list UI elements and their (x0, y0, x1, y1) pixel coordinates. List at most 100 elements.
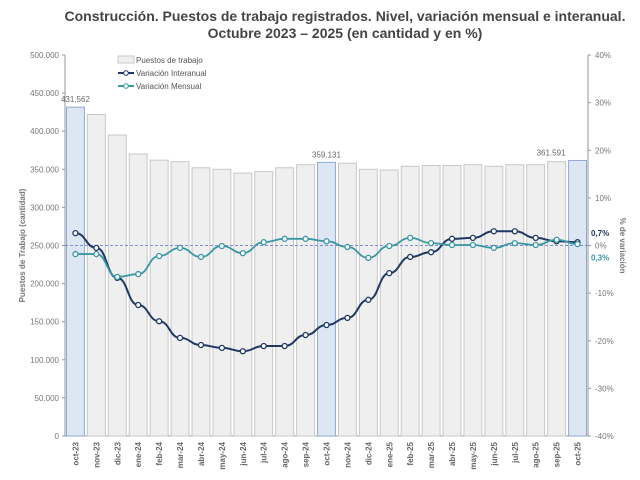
data-point (260, 342, 267, 350)
data-point (407, 234, 414, 242)
bar (547, 161, 567, 437)
x-tick-label: ago-24 (281, 441, 290, 467)
data-point (427, 249, 435, 256)
y-tick-label: 250.000 (30, 242, 59, 251)
x-tick-label: sep-24 (302, 441, 311, 467)
data-point (281, 235, 288, 242)
data-point (302, 235, 309, 242)
data-point (323, 238, 330, 245)
data-point (344, 314, 351, 322)
data-point (302, 331, 309, 339)
x-tick-label: may-25 (469, 441, 478, 469)
data-point (490, 228, 498, 235)
data-point (448, 241, 456, 249)
data-point (365, 254, 372, 262)
x-tick-label: dic-24 (364, 441, 373, 465)
data-point (365, 296, 372, 303)
data-point (511, 228, 518, 235)
data-point (469, 241, 477, 249)
y-axis-label: Puestos de Trabajo (cantidad) (18, 188, 27, 302)
data-point (93, 244, 100, 252)
data-point (135, 301, 142, 309)
y-tick-label: 200.000 (30, 280, 59, 289)
legend-swatch-bar (117, 55, 135, 64)
x-tick-label: may-24 (218, 441, 227, 469)
y2-tick-label: 40% (595, 51, 611, 60)
bar (86, 113, 106, 437)
data-point (155, 318, 163, 325)
data-point (176, 244, 184, 252)
bar (66, 106, 85, 437)
bar-data-label: 431.562 (61, 95, 90, 104)
x-tick-label: mar-24 (176, 441, 185, 468)
data-point (532, 234, 539, 242)
data-point (93, 250, 100, 258)
data-point (239, 348, 246, 355)
bar (275, 167, 295, 437)
data-point (197, 253, 205, 261)
data-point (386, 242, 393, 250)
y2-tick-label: 0% (595, 242, 607, 251)
data-point (114, 273, 121, 281)
x-tick-label: ene-25 (385, 441, 394, 467)
x-tick-label: oct-25 (574, 441, 583, 465)
interanual-last-label: 0,7% (591, 229, 609, 238)
data-point (448, 235, 456, 242)
x-tick-label: abr-24 (197, 441, 206, 466)
data-point (155, 252, 163, 260)
bar (568, 159, 588, 437)
bar (505, 164, 525, 437)
y2-tick-label: -20% (595, 337, 614, 346)
legend-marker (123, 83, 129, 89)
x-tick-label: nov-24 (343, 441, 352, 467)
bar (128, 153, 148, 437)
x-tick-label: ene-24 (134, 441, 143, 467)
data-point (218, 344, 226, 352)
y-tick-label: 400.000 (30, 127, 59, 136)
chart-title: Construcción. Puestos de trabajo registr… (64, 8, 626, 24)
x-tick-label: mar-25 (427, 441, 436, 468)
bar (107, 134, 127, 437)
y-tick-label: 300.000 (30, 203, 59, 212)
data-point (323, 321, 330, 329)
y2-tick-label: -10% (595, 289, 614, 298)
y2-tick-label: -40% (595, 432, 614, 441)
data-point (407, 253, 414, 261)
bar (254, 171, 274, 437)
data-point (218, 242, 226, 250)
y2-tick-label: 20% (595, 146, 611, 155)
data-point (427, 239, 435, 247)
bar (317, 161, 336, 437)
bar (421, 164, 441, 437)
y2-tick-label: 30% (595, 99, 611, 108)
data-point (260, 239, 267, 246)
y-tick-label: 0 (55, 432, 60, 441)
x-tick-label: oct-24 (323, 441, 332, 465)
bar (379, 169, 399, 437)
data-point (72, 250, 79, 258)
x-tick-label: abr-25 (448, 441, 457, 466)
x-tick-label: jul-25 (511, 441, 520, 463)
bar (296, 164, 316, 437)
bar (526, 164, 546, 437)
x-tick-label: nov-23 (92, 441, 101, 467)
bar (233, 172, 253, 437)
y2-tick-label: 10% (595, 194, 611, 203)
x-tick-label: jun-24 (239, 441, 248, 466)
data-point (386, 269, 393, 277)
y2-tick-label: -30% (595, 384, 614, 393)
bar (463, 164, 483, 437)
data-point (197, 341, 205, 349)
data-point (553, 236, 560, 243)
x-tick-label: ago-25 (532, 441, 541, 467)
x-tick-label: oct-23 (71, 441, 80, 465)
x-tick-label: feb-25 (406, 441, 415, 465)
legend-marker (123, 70, 129, 76)
y-tick-label: 150.000 (30, 318, 59, 327)
data-point (511, 239, 518, 247)
x-tick-label: sep-25 (553, 441, 562, 467)
bar (149, 159, 169, 437)
data-point (239, 249, 246, 257)
data-point (135, 270, 142, 278)
